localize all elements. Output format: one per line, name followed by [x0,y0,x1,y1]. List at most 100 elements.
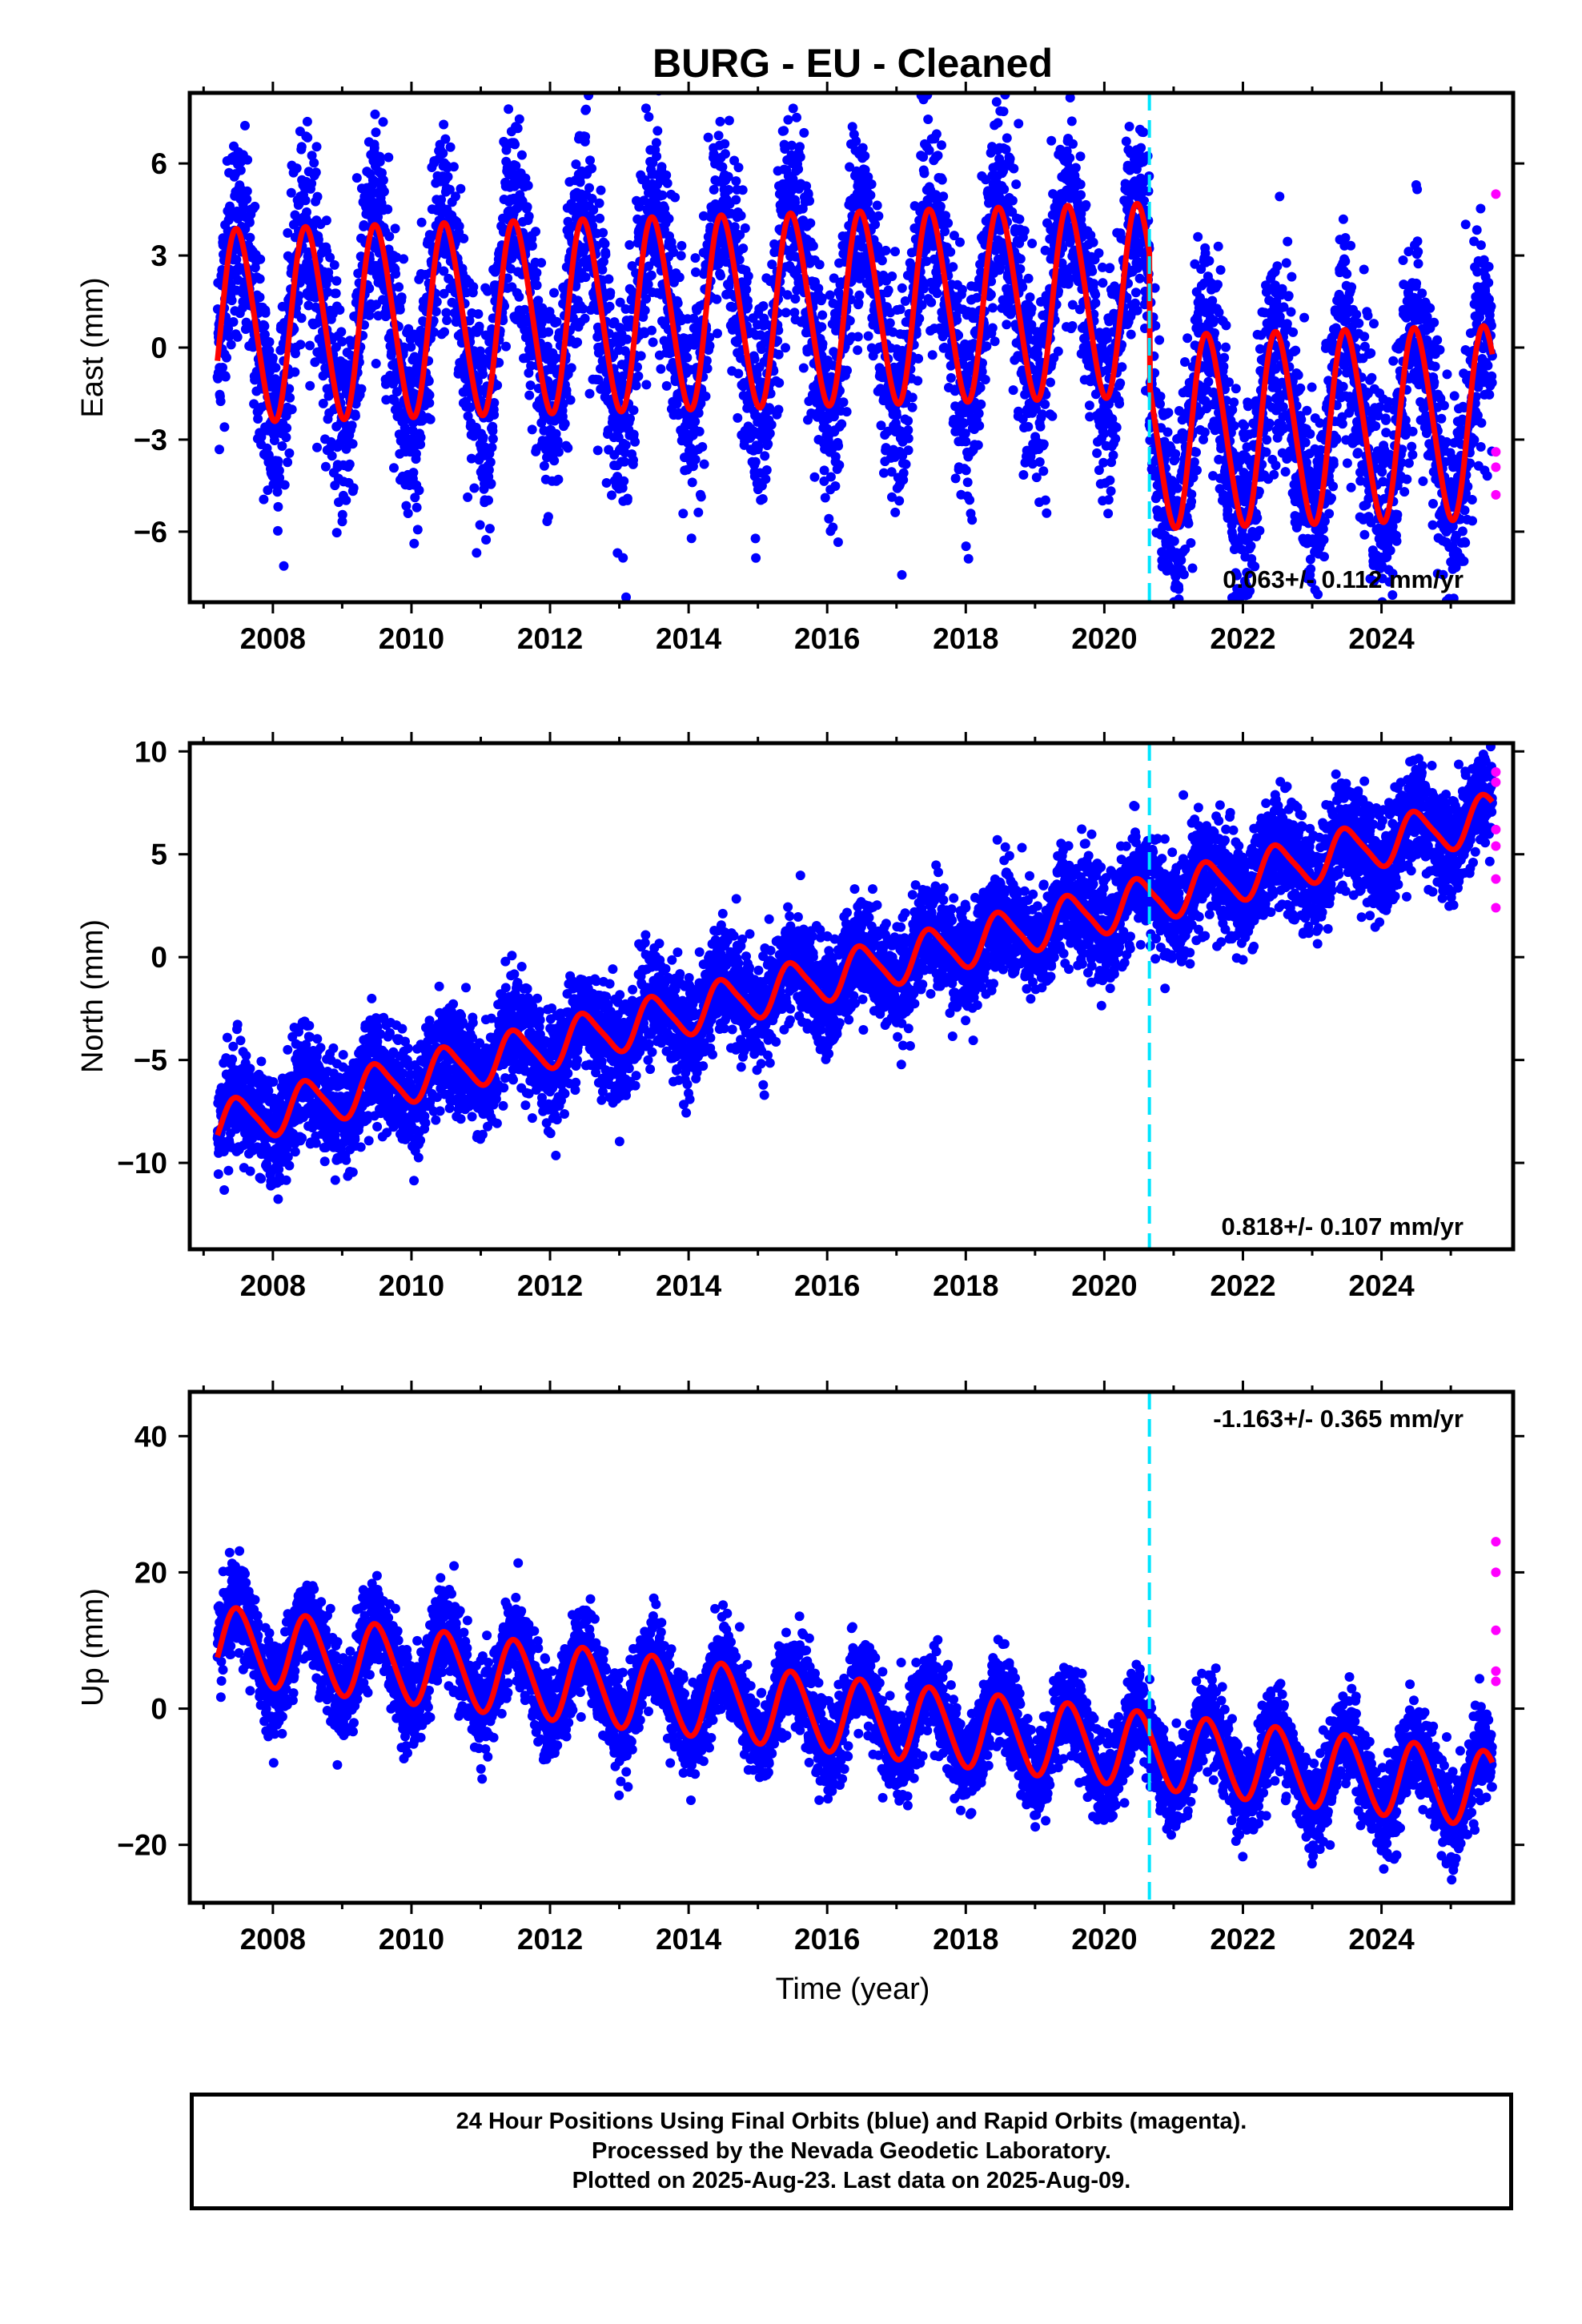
data-point [834,460,845,470]
data-point [1008,385,1018,396]
data-point [553,447,564,457]
data-point [381,379,391,389]
data-point [525,380,536,391]
data-point [701,391,711,401]
data-point [881,245,891,255]
data-point [1002,133,1012,143]
data-point [228,317,239,327]
data-point [938,191,949,202]
data-point [273,456,283,466]
data-point [870,219,881,230]
data-point [549,456,560,466]
data-point [740,223,750,233]
data-point [825,472,836,482]
data-point [743,301,753,312]
data-point [466,453,476,464]
data-point [724,185,734,195]
data-point [580,272,591,283]
data-point [403,509,413,518]
data-point [307,151,317,161]
data-point [1090,298,1101,308]
data-point [1084,400,1094,411]
data-point [1110,433,1121,444]
data-point [250,201,260,211]
data-point [414,485,424,496]
data-point [690,253,701,263]
data-point [1111,422,1122,432]
data-point [1126,329,1136,340]
data-point [587,163,597,174]
data-point [733,412,743,423]
data-point [456,183,466,194]
data-point [580,313,590,324]
data-point [596,185,606,195]
data-point [713,328,722,339]
data-point [1138,127,1149,138]
data-point [1114,399,1125,409]
data-point [891,410,901,420]
data-point [757,494,768,504]
data-point [389,463,399,473]
data-point [895,304,905,315]
data-point [894,496,905,506]
data-point [472,548,482,558]
data-point [473,309,484,320]
data-point [488,434,498,444]
data-point [702,364,713,374]
data-point [259,494,269,505]
data-point [231,255,242,265]
data-point [798,363,809,373]
data-point [532,267,542,278]
data-point [633,371,644,381]
data-point [390,223,400,234]
data-point [475,520,485,530]
data-point [600,249,611,259]
data-point [272,487,283,497]
data-point [436,195,446,205]
data-point [883,285,893,296]
data-point [597,264,608,275]
data-point [527,241,537,251]
data-point [907,402,917,412]
data-point [399,342,409,352]
data-point [351,173,362,183]
x-axis-label: Time (year) [776,1972,930,2006]
data-point [585,155,595,166]
data-point [566,363,576,373]
data-point [766,420,777,430]
data-point [1018,282,1028,292]
data-point [805,218,816,228]
data-point [607,490,616,501]
data-point [696,492,706,502]
data-point [404,366,415,376]
data-point [290,367,300,377]
data-point [409,538,420,549]
data-point [955,237,965,247]
data-point [808,241,818,251]
data-point [724,115,734,126]
data-point [598,227,608,238]
data-point [923,115,934,124]
data-point [561,385,572,396]
data-point [837,419,847,429]
data-point [830,452,841,462]
data-point [581,104,591,115]
data-point [242,194,252,204]
data-point [758,301,769,312]
data-point [619,476,629,486]
data-point [1108,450,1118,460]
data-point [903,445,913,456]
data-point [709,184,719,195]
data-point [662,178,673,188]
data-point [1136,143,1146,153]
data-point [657,190,668,200]
data-point [226,340,236,350]
data-point [761,465,772,475]
data-point [336,327,347,337]
data-point [222,352,231,363]
data-point [516,150,527,160]
data-point [459,233,469,243]
data-point [410,493,420,503]
data-point [967,515,978,525]
data-point [240,120,250,131]
